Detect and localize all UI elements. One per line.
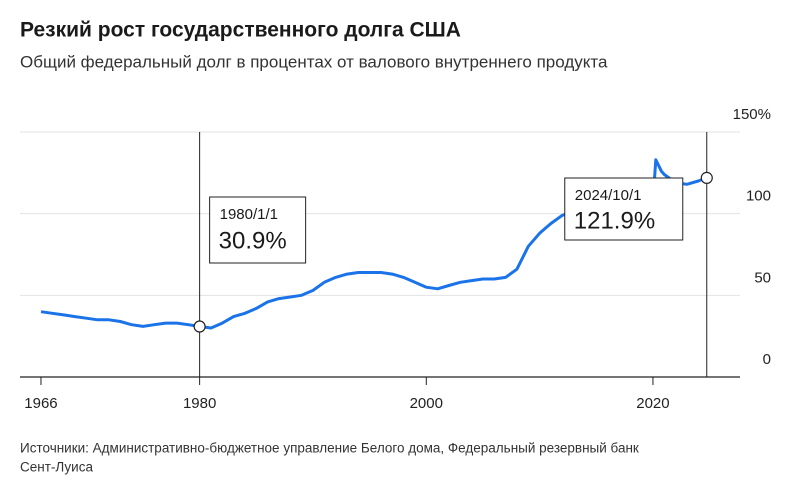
y-tick-label: 0 <box>763 351 771 368</box>
annotation-point <box>193 320 206 333</box>
x-tick-label: 1966 <box>24 395 57 412</box>
annotation-point <box>700 171 713 184</box>
source: Источники: Административно-бюджетное упр… <box>20 441 639 456</box>
x-tick-label: 1980 <box>183 395 216 412</box>
annotation-box <box>564 177 684 241</box>
chart-subtitle: Общий федеральный долг в процентах от ва… <box>20 52 608 71</box>
x-tick-label: 2020 <box>636 395 669 412</box>
y-tick-label: 50 <box>754 269 771 286</box>
annotation-date: 2024/10/1 <box>575 187 642 204</box>
y-tick-label: 100 <box>746 188 771 205</box>
annotation-value: 30.9% <box>219 227 287 254</box>
source: Сент-Луиса <box>20 460 93 475</box>
y-tick-label: 150% <box>733 106 771 123</box>
annotation-date: 1980/1/1 <box>220 206 278 223</box>
x-tick-label: 2000 <box>410 395 443 412</box>
annotation-box <box>209 196 307 264</box>
chart-title: Резкий рост государственного долга США <box>20 19 461 42</box>
annotation-value: 121.9% <box>574 207 655 234</box>
